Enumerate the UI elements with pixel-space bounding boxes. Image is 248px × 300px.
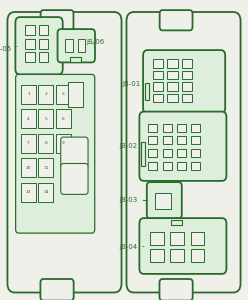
FancyBboxPatch shape <box>139 218 226 274</box>
Bar <box>182 59 192 68</box>
Bar <box>39 52 48 62</box>
Bar <box>56 85 71 104</box>
FancyBboxPatch shape <box>126 12 241 292</box>
Bar <box>21 134 36 153</box>
Bar <box>177 124 186 132</box>
Bar <box>68 82 83 107</box>
Text: 3: 3 <box>62 92 65 96</box>
Bar <box>163 124 172 132</box>
Bar <box>155 193 171 208</box>
Bar <box>148 136 157 144</box>
FancyBboxPatch shape <box>40 279 74 300</box>
Text: 8: 8 <box>44 141 47 145</box>
Bar <box>38 158 53 177</box>
Bar <box>177 149 186 157</box>
Bar <box>153 82 163 91</box>
Text: 13: 13 <box>26 190 31 194</box>
Bar <box>21 183 36 202</box>
Bar <box>191 232 204 244</box>
Bar <box>177 136 186 144</box>
Bar <box>170 232 184 244</box>
Bar <box>163 136 172 144</box>
Bar <box>191 136 200 144</box>
Bar <box>163 162 172 170</box>
FancyBboxPatch shape <box>61 164 88 194</box>
Text: 14: 14 <box>43 190 49 194</box>
Bar <box>145 83 149 100</box>
FancyBboxPatch shape <box>160 10 192 30</box>
Bar <box>21 109 36 128</box>
Text: 10: 10 <box>26 166 31 170</box>
Text: JB-02: JB-02 <box>119 143 144 149</box>
Bar <box>38 183 53 202</box>
Bar <box>177 162 186 170</box>
Bar <box>56 134 71 153</box>
FancyBboxPatch shape <box>16 74 95 233</box>
Bar <box>148 162 157 170</box>
Text: JB-06: JB-06 <box>86 39 105 45</box>
Bar <box>171 220 182 225</box>
Bar <box>56 109 71 128</box>
Bar <box>78 39 85 52</box>
Bar <box>167 82 178 91</box>
Bar <box>163 149 172 157</box>
Bar <box>148 124 157 132</box>
Bar <box>167 59 178 68</box>
FancyBboxPatch shape <box>143 50 225 113</box>
FancyBboxPatch shape <box>159 279 193 300</box>
Text: JB-03: JB-03 <box>119 197 147 203</box>
Bar <box>70 57 81 62</box>
Text: JB-05: JB-05 <box>0 46 17 52</box>
Bar <box>21 85 36 104</box>
Bar <box>170 249 184 262</box>
Text: 2: 2 <box>44 92 47 96</box>
Text: 6: 6 <box>62 117 65 121</box>
Bar <box>39 39 48 49</box>
Text: 4: 4 <box>27 117 30 121</box>
Bar <box>21 158 36 177</box>
Bar <box>182 82 192 91</box>
Bar <box>65 39 73 52</box>
Bar <box>25 26 35 35</box>
Text: JB-01: JB-01 <box>122 81 148 87</box>
FancyBboxPatch shape <box>139 112 226 181</box>
FancyBboxPatch shape <box>15 17 63 74</box>
Bar <box>153 94 163 102</box>
Bar <box>191 162 200 170</box>
FancyBboxPatch shape <box>61 137 88 168</box>
Bar <box>25 39 35 49</box>
Text: 7: 7 <box>27 141 30 145</box>
FancyBboxPatch shape <box>7 12 122 292</box>
FancyBboxPatch shape <box>58 29 95 62</box>
Bar <box>38 134 53 153</box>
Bar <box>25 52 35 62</box>
Text: 11: 11 <box>43 166 49 170</box>
Text: JB-04: JB-04 <box>119 244 144 250</box>
Text: 1: 1 <box>27 92 30 96</box>
FancyBboxPatch shape <box>41 10 73 30</box>
Text: 9: 9 <box>62 141 65 145</box>
Bar <box>38 109 53 128</box>
FancyBboxPatch shape <box>147 182 182 218</box>
Bar <box>167 94 178 102</box>
Bar <box>167 71 178 79</box>
Bar <box>39 26 48 35</box>
Bar <box>153 59 163 68</box>
Bar <box>150 232 164 244</box>
Bar <box>153 71 163 79</box>
Bar <box>150 249 164 262</box>
Bar <box>191 149 200 157</box>
Text: 5: 5 <box>44 117 47 121</box>
Bar <box>141 142 145 166</box>
Bar <box>182 94 192 102</box>
Bar <box>182 71 192 79</box>
Bar <box>191 124 200 132</box>
Bar <box>148 149 157 157</box>
Bar <box>38 85 53 104</box>
Bar <box>191 249 204 262</box>
